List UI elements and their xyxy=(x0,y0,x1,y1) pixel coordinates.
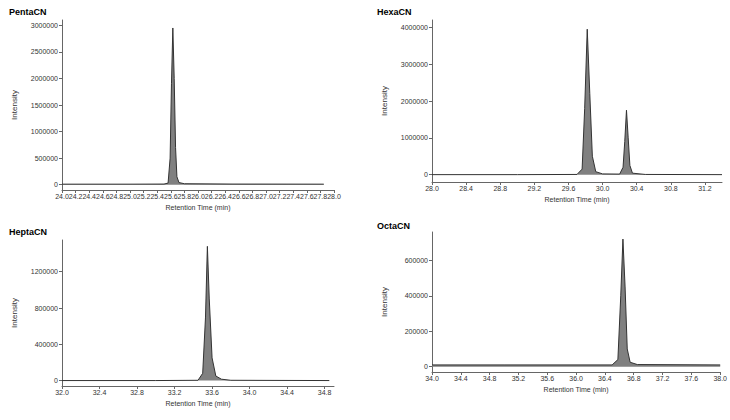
svg-text:27.2: 27.2 xyxy=(273,193,287,200)
svg-text:34.0: 34.0 xyxy=(243,389,257,396)
svg-text:Intensity: Intensity xyxy=(10,90,19,120)
svg-text:33.2: 33.2 xyxy=(168,389,182,396)
svg-text:400000: 400000 xyxy=(405,292,428,299)
svg-text:0: 0 xyxy=(424,171,428,178)
svg-text:25.6: 25.6 xyxy=(164,193,178,200)
svg-text:Intensity: Intensity xyxy=(10,298,19,328)
svg-text:1000000: 1000000 xyxy=(401,134,428,141)
svg-text:0: 0 xyxy=(54,181,58,188)
svg-text:Retention Time (min): Retention Time (min) xyxy=(166,204,231,212)
svg-text:0: 0 xyxy=(54,377,58,384)
svg-text:500000: 500000 xyxy=(35,155,58,162)
svg-text:400000: 400000 xyxy=(35,341,58,348)
svg-text:25.4: 25.4 xyxy=(150,193,164,200)
svg-text:24.0: 24.0 xyxy=(55,193,69,200)
svg-text:1200000: 1200000 xyxy=(31,268,58,275)
svg-text:34.8: 34.8 xyxy=(318,389,332,396)
svg-text:200000: 200000 xyxy=(405,328,428,335)
svg-text:800000: 800000 xyxy=(35,305,58,312)
svg-text:28.8: 28.8 xyxy=(493,185,507,192)
svg-text:2000000: 2000000 xyxy=(31,75,58,82)
svg-text:28.4: 28.4 xyxy=(459,185,473,192)
svg-text:34.4: 34.4 xyxy=(454,375,468,382)
svg-text:36.8: 36.8 xyxy=(627,375,641,382)
svg-text:0: 0 xyxy=(424,363,428,370)
svg-text:27.0: 27.0 xyxy=(259,193,273,200)
svg-text:27.4: 27.4 xyxy=(286,193,300,200)
svg-text:25.0: 25.0 xyxy=(123,193,137,200)
svg-text:32.0: 32.0 xyxy=(55,389,69,396)
svg-text:31.2: 31.2 xyxy=(698,185,712,192)
svg-text:36.0: 36.0 xyxy=(569,375,583,382)
svg-text:HexaCN: HexaCN xyxy=(377,7,412,17)
svg-text:34.8: 34.8 xyxy=(483,375,497,382)
svg-text:2500000: 2500000 xyxy=(31,48,58,55)
svg-text:32.8: 32.8 xyxy=(130,389,144,396)
svg-text:32.4: 32.4 xyxy=(93,389,107,396)
svg-text:30.0: 30.0 xyxy=(596,185,610,192)
svg-text:1500000: 1500000 xyxy=(31,102,58,109)
svg-text:24.4: 24.4 xyxy=(82,193,96,200)
svg-text:HeptaCN: HeptaCN xyxy=(9,227,47,237)
svg-text:25.2: 25.2 xyxy=(137,193,151,200)
svg-text:Retention Time (min): Retention Time (min) xyxy=(166,400,231,408)
svg-text:4000000: 4000000 xyxy=(401,24,428,31)
svg-text:27.8: 27.8 xyxy=(314,193,328,200)
svg-text:24.2: 24.2 xyxy=(69,193,83,200)
svg-text:PentaCN: PentaCN xyxy=(9,7,47,17)
svg-text:36.4: 36.4 xyxy=(598,375,612,382)
svg-text:Intensity: Intensity xyxy=(380,86,389,116)
svg-text:38.0: 38.0 xyxy=(713,375,727,382)
svg-text:33.6: 33.6 xyxy=(205,389,219,396)
svg-text:35.2: 35.2 xyxy=(512,375,526,382)
svg-text:Retention Time (min): Retention Time (min) xyxy=(545,196,610,204)
svg-text:35.6: 35.6 xyxy=(540,375,554,382)
svg-text:27.6: 27.6 xyxy=(300,193,314,200)
svg-text:30.4: 30.4 xyxy=(630,185,644,192)
svg-text:1000000: 1000000 xyxy=(31,128,58,135)
svg-text:Retention Time (min): Retention Time (min) xyxy=(544,386,609,394)
svg-text:37.2: 37.2 xyxy=(656,375,670,382)
svg-text:26.6: 26.6 xyxy=(232,193,246,200)
svg-text:OctaCN: OctaCN xyxy=(377,221,410,231)
svg-text:26.2: 26.2 xyxy=(205,193,219,200)
svg-text:2000000: 2000000 xyxy=(401,98,428,105)
svg-text:28.0: 28.0 xyxy=(425,185,439,192)
svg-text:30.8: 30.8 xyxy=(664,185,678,192)
svg-text:28.0: 28.0 xyxy=(327,193,341,200)
svg-text:34.4: 34.4 xyxy=(280,389,294,396)
svg-text:24.8: 24.8 xyxy=(110,193,124,200)
svg-text:29.6: 29.6 xyxy=(562,185,576,192)
svg-text:24.6: 24.6 xyxy=(96,193,110,200)
svg-text:3000000: 3000000 xyxy=(31,22,58,29)
svg-text:26.4: 26.4 xyxy=(218,193,232,200)
svg-text:29.2: 29.2 xyxy=(528,185,542,192)
svg-text:25.8: 25.8 xyxy=(178,193,192,200)
svg-text:Intensity: Intensity xyxy=(380,287,389,317)
svg-text:26.0: 26.0 xyxy=(191,193,205,200)
svg-text:34.0: 34.0 xyxy=(425,375,439,382)
svg-text:3000000: 3000000 xyxy=(401,61,428,68)
svg-text:26.8: 26.8 xyxy=(246,193,260,200)
svg-text:37.6: 37.6 xyxy=(685,375,699,382)
svg-text:600000: 600000 xyxy=(405,257,428,264)
